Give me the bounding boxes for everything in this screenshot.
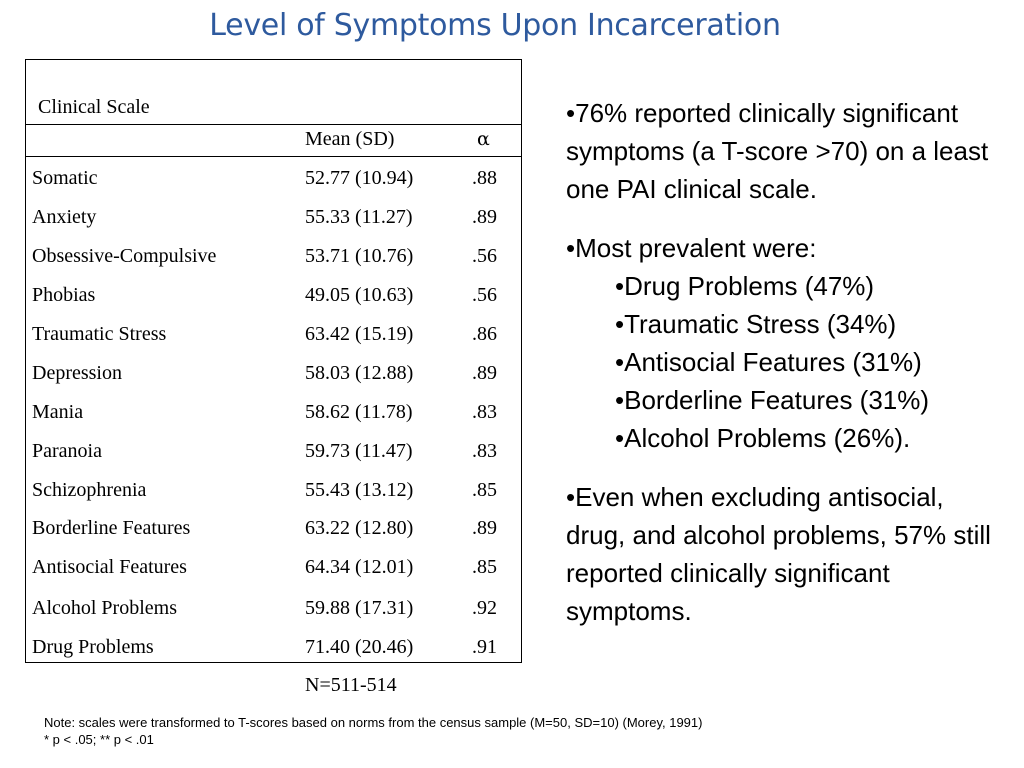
table-row: Somatic 52.77 (10.94) .88 xyxy=(26,167,521,197)
table-row: Borderline Features 63.22 (12.80) .89 xyxy=(26,517,521,547)
slide-title: Level of Symptoms Upon Incarceration xyxy=(209,8,781,43)
cell-scale: Alcohol Problems xyxy=(32,597,177,619)
cell-mean-sd: 63.42 (15.19) xyxy=(305,323,414,345)
bullet-most-prevalent-group: •Most prevalent were: •Drug Problems (47… xyxy=(566,229,1006,457)
cell-scale: Drug Problems xyxy=(32,636,154,658)
cell-scale: Depression xyxy=(32,362,122,384)
table-row: Phobias 49.05 (10.63) .56 xyxy=(26,284,521,314)
sub-bullet: •Alcohol Problems (26%). xyxy=(615,423,911,453)
cell-alpha: .89 xyxy=(472,362,497,384)
cell-scale: Traumatic Stress xyxy=(32,323,167,345)
cell-alpha: .83 xyxy=(472,401,497,423)
cell-mean-sd: 58.03 (12.88) xyxy=(305,362,414,384)
table-row: Depression 58.03 (12.88) .89 xyxy=(26,362,521,392)
cell-alpha: .83 xyxy=(472,440,497,462)
cell-mean-sd: 49.05 (10.63) xyxy=(305,284,414,306)
table-bottom-rule xyxy=(25,662,522,663)
cell-alpha: .89 xyxy=(472,206,497,228)
cell-scale: Somatic xyxy=(32,167,98,189)
cell-scale: Borderline Features xyxy=(32,517,191,539)
cell-alpha: .85 xyxy=(472,556,497,578)
header-bottom-divider xyxy=(26,156,521,157)
header-alpha: α xyxy=(477,128,490,150)
sub-bullet: •Antisocial Features (31%) xyxy=(615,347,922,377)
cell-mean-sd: 55.43 (13.12) xyxy=(305,479,414,501)
cell-scale: Mania xyxy=(32,401,84,423)
cell-alpha: .92 xyxy=(472,597,497,619)
cell-mean-sd: 64.34 (12.01) xyxy=(305,556,414,578)
cell-mean-sd: 71.40 (20.46) xyxy=(305,636,414,658)
cell-mean-sd: 52.77 (10.94) xyxy=(305,167,414,189)
table-row: Obsessive-Compulsive 53.71 (10.76) .56 xyxy=(26,245,521,275)
cell-mean-sd: 59.88 (17.31) xyxy=(305,597,414,619)
table-row: Alcohol Problems 59.88 (17.31) .92 xyxy=(26,597,521,627)
cell-scale: Phobias xyxy=(32,284,96,306)
cell-mean-sd: 55.33 (11.27) xyxy=(305,206,413,228)
cell-scale: Antisocial Features xyxy=(32,556,187,578)
table-row: Mania 58.62 (11.78) .83 xyxy=(26,401,521,431)
bullet-list: •76% reported clinically significant sym… xyxy=(566,94,1006,651)
header-divider xyxy=(26,124,521,125)
cell-scale: Schizophrenia xyxy=(32,479,147,501)
cell-alpha: .85 xyxy=(472,479,497,501)
cell-alpha: .56 xyxy=(472,284,497,306)
bullet-significant-symptoms: •76% reported clinically significant sym… xyxy=(566,98,989,204)
cell-mean-sd: 59.73 (11.47) xyxy=(305,440,413,462)
clinical-scale-table: Clinical Scale Mean (SD) α Somatic 52.77 … xyxy=(25,59,522,663)
cell-alpha: .86 xyxy=(472,323,497,345)
cell-scale: Paranoia xyxy=(32,440,102,462)
sub-bullet: •Borderline Features (31%) xyxy=(615,385,930,415)
table-row: Paranoia 59.73 (11.47) .83 xyxy=(26,440,521,470)
cell-alpha: .56 xyxy=(472,245,497,267)
footnote-norms: Note: scales were transformed to T-score… xyxy=(44,715,703,730)
table-row: Traumatic Stress 63.42 (15.19) .86 xyxy=(26,323,521,353)
sample-size: N=511-514 xyxy=(305,674,397,696)
cell-scale: Obsessive-Compulsive xyxy=(32,245,217,267)
table-row: Schizophrenia 55.43 (13.12) .85 xyxy=(26,479,521,509)
cell-alpha: .88 xyxy=(472,167,497,189)
cell-mean-sd: 58.62 (11.78) xyxy=(305,401,413,423)
cell-alpha: .91 xyxy=(472,636,497,658)
cell-mean-sd: 63.22 (12.80) xyxy=(305,517,414,539)
table-row: Anxiety 55.33 (11.27) .89 xyxy=(26,206,521,236)
footnote-significance: * p < .05; ** p < .01 xyxy=(44,732,154,747)
bullet-excluding: •Even when excluding antisocial, drug, a… xyxy=(566,482,991,626)
cell-mean-sd: 53.71 (10.76) xyxy=(305,245,414,267)
sub-bullet: •Drug Problems (47%) xyxy=(615,271,875,301)
cell-scale: Anxiety xyxy=(32,206,97,228)
header-clinical-scale: Clinical Scale xyxy=(38,96,150,118)
table-row: Antisocial Features 64.34 (12.01) .85 xyxy=(26,556,521,586)
bullet-most-prevalent: •Most prevalent were: xyxy=(566,233,817,263)
table-row: Drug Problems 71.40 (20.46) .91 xyxy=(26,636,521,666)
sub-bullet: •Traumatic Stress (34%) xyxy=(615,309,897,339)
footnote: Note: scales were transformed to T-score… xyxy=(44,714,702,748)
header-mean-sd: Mean (SD) xyxy=(305,128,395,150)
cell-alpha: .89 xyxy=(472,517,497,539)
